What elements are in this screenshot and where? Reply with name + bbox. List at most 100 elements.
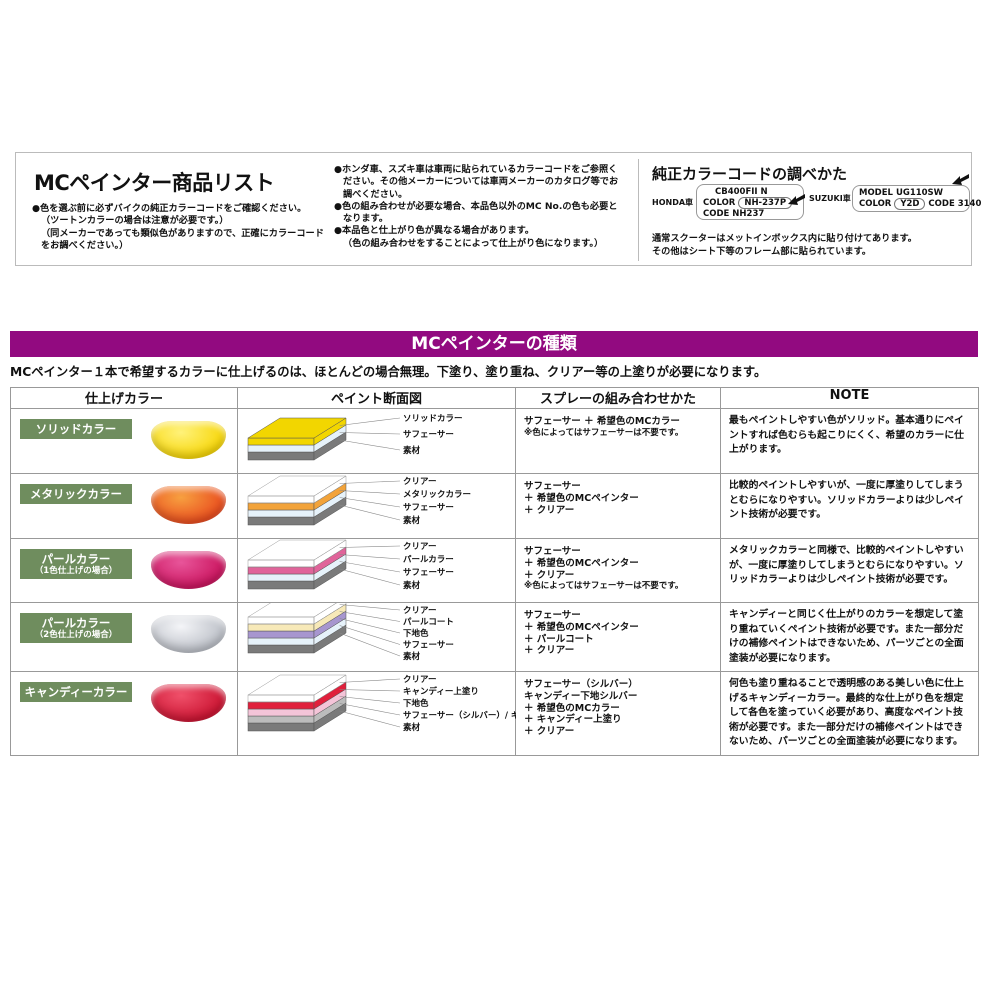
spray-step: ＋ キャンディー上塗り [524, 714, 622, 726]
leader-line [339, 561, 401, 573]
note-line: ●色を選ぶ前に必ずバイクの純正カラーコードをご確認ください。 [32, 203, 307, 214]
finish-sub: （2色仕上げの場合） [34, 630, 118, 640]
suzuki-code-label: CODE [928, 199, 955, 209]
finish-name: キャンディーカラー [24, 685, 128, 699]
layer-front [247, 715, 315, 724]
table-row: パールカラー （2色仕上げの場合） クリアー パールコート 下地色 サフェーサー 素材 … [10, 602, 979, 672]
note-line: （同メーカーであっても類似色がありますので、正確にカラーコード [41, 227, 324, 239]
spray-step: ＋ クリアー [524, 504, 575, 516]
finish-name: メタリックカラー [30, 487, 122, 501]
notes-middle: ●ホンダ車、スズキ車は車両に貼られているカラーコードをご参照く ださい。その他メ… [334, 164, 632, 250]
cross-section-cell: クリアー パールコート 下地色 サフェーサー 素材 [237, 602, 516, 672]
desc-line: その他はシート下等のフレーム部に貼られています。 [652, 245, 872, 257]
layer-front [247, 444, 315, 453]
note-line: ●ホンダ車、スズキ車は車両に貼られているカラーコードをご参照く [334, 164, 618, 175]
layer-top [247, 674, 347, 696]
layer-front [247, 516, 315, 526]
cross-section-cell: クリアー パールカラー サフェーサー 素材 [237, 538, 516, 603]
leader-line [339, 432, 401, 435]
layer-label: クリアー [403, 605, 437, 616]
leader-line [339, 545, 401, 548]
spray-step: ＋ 希望色のMCペインター [524, 557, 639, 569]
note-line: ●本品色と仕上がり色が異なる場合があります。 [334, 225, 535, 237]
leader-line [339, 618, 401, 634]
layer-label: 素材 [403, 722, 421, 733]
note-cell: キャンディーと同じく仕上がりのカラーを想定して塗り重ねていくペイント技術が必要で… [720, 602, 979, 672]
table-header-row: 仕上げカラー ペイント断面図 スプレーの組み合わせかた NOTE [10, 387, 979, 409]
spray-step: ＋ 希望色のMCペインター [524, 492, 639, 504]
spray-step: サフェーサー [524, 610, 581, 621]
suzuki-code-value: 3140 [957, 199, 982, 209]
note-line: （色の組み合わせをすることによって仕上がり色になります。） [343, 237, 604, 249]
color-swatch-image [151, 684, 226, 722]
header-note: NOTE [720, 387, 979, 409]
color-swatch-image [151, 421, 226, 459]
layer-front [247, 637, 315, 646]
leader-line [339, 497, 401, 508]
spray-step: ＋ パールコート [524, 633, 594, 645]
note-text: 比較的ペイントしやすいが、一度に厚塗りしてしまうとむらになりやすい。ソリッドカラ… [729, 480, 964, 520]
finish-color-cell: キャンディーカラー [10, 671, 238, 756]
color-swatch-image [151, 486, 226, 524]
spray-step: キャンディー下地シルバー [524, 690, 638, 702]
honda-code-label: CODE [703, 209, 730, 219]
product-list-title: MCペインター商品リスト [34, 171, 275, 195]
layer-label: サフェーサー（シルバー）/ キャンディー下地シルバー [403, 710, 516, 721]
spray-cell: サフェーサー（シルバー） キャンディー下地シルバー＋ 希望色のMCカラー＋ キャン… [515, 671, 721, 756]
layer-front [247, 437, 315, 446]
note-text: キャンディーと同じく仕上がりのカラーを想定して塗り重ねていくペイント技術が必要で… [729, 609, 964, 664]
leader-line [339, 611, 401, 622]
leader-line [339, 439, 401, 451]
suzuki-model-value: UG110SW [895, 188, 944, 198]
layer-top [247, 539, 347, 561]
finish-name-tag: キャンディーカラー [20, 682, 132, 702]
layer-front [247, 630, 315, 639]
color-code-desc: 通常スクーターはメットインボックス内に貼り付けてあります。 その他はシート下等の… [652, 233, 917, 258]
layer-label: 下地色 [403, 628, 429, 639]
finish-name-tag: パールカラー （2色仕上げの場合） [20, 613, 132, 643]
note-line: なります。 [343, 213, 389, 225]
note-line: （ツートンカラーの場合は注意が必要です。） [41, 215, 229, 227]
note-line: をお調べください。） [41, 239, 129, 251]
layer-front [247, 509, 315, 518]
leader-line [339, 554, 401, 560]
cross-section-cell: クリアー メタリックカラー サフェーサー 素材 [237, 473, 516, 539]
suzuki-model-label: MODEL [859, 188, 893, 198]
spray-step: ＋ クリアー [524, 645, 575, 657]
suzuki-color-value: Y2D [894, 198, 926, 210]
note-cell: 何色も塗り重ねることで透明感のある美しい色に仕上げるキャンディーカラー。最終的な… [720, 671, 979, 756]
leader-line [339, 678, 401, 683]
spray-step: ＋ クリアー [524, 726, 575, 738]
color-code-title: 純正カラーコードの調べかた [652, 165, 848, 183]
table-row: メタリックカラー クリアー メタリックカラー サフェーサー 素材 サフェーサー＋ 希望… [10, 473, 979, 539]
finish-name-tag: パールカラー （1色仕上げの場合） [20, 549, 132, 579]
note-text: 何色も塗り重ねることで透明感のある美しい色に仕上げるキャンディーカラー。最終的な… [729, 678, 964, 747]
finish-color-cell: メタリックカラー [10, 473, 238, 539]
notes-left: ●色を選ぶ前に必ずバイクの純正カラーコードをご確認ください。 （ツートンカラーの… [32, 203, 324, 252]
leader-line [339, 632, 401, 657]
layer-label: メタリックカラー [403, 489, 471, 500]
layer-label: サフェーサー [403, 503, 454, 513]
layer-label: 素材 [403, 515, 421, 526]
layer-label: パールコート [403, 617, 454, 628]
suzuki-code-label: MODEL UG110SW COLOR Y2D CODE 3140 [852, 185, 981, 212]
spray-step: サフェーサー [524, 481, 581, 492]
layer-top [247, 417, 347, 439]
finish-color-cell: パールカラー （1色仕上げの場合） [10, 538, 238, 603]
table-row: キャンディーカラー クリアー キャンディー上塗り 下地色 サフェーサー（シルバー）/ … [10, 671, 979, 756]
layer-front [247, 616, 315, 625]
layer-front [247, 701, 315, 710]
finish-sub: （1色仕上げの場合） [34, 566, 118, 576]
finish-name: パールカラー [41, 552, 111, 566]
spray-step: ＋ 希望色のMCカラー [524, 702, 620, 714]
layer-label: 素材 [403, 445, 421, 456]
spray-step: サフェーサー（シルバー） [524, 679, 638, 690]
types-lead: MCペインター１本で希望するカラーに仕上げるのは、ほとんどの場合無理。下塗り、塗… [10, 365, 767, 379]
finish-color-cell: ソリッドカラー [10, 408, 238, 474]
arrow-icon [788, 194, 805, 205]
